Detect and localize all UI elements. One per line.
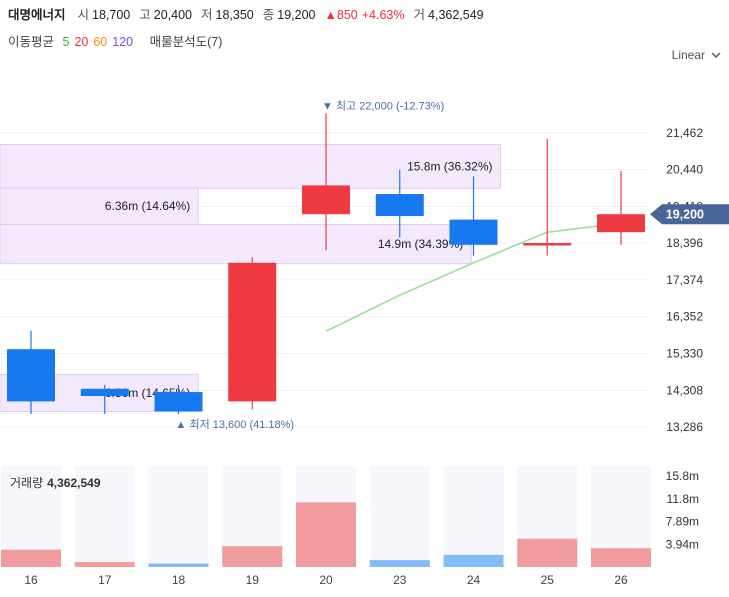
max-price-annotation: ▼ 최고 22,000 (-12.73%) xyxy=(322,99,444,112)
volume-panel-title: 거래량 xyxy=(10,476,44,490)
volume-label: 거 xyxy=(413,8,426,22)
x-axis-tick: 19 xyxy=(246,573,260,587)
price-axis-tick: 14,308 xyxy=(666,383,703,397)
volume-profile-band xyxy=(0,223,472,265)
volume-column-bg xyxy=(443,466,504,567)
price-axis-tick: 18,396 xyxy=(666,236,703,250)
candle-body xyxy=(7,349,55,402)
volume-axis-tick: 7.89m xyxy=(666,514,699,528)
ma5-line xyxy=(325,222,622,332)
x-axis-tick: 26 xyxy=(614,573,628,587)
candle-body xyxy=(80,388,129,396)
x-axis-tick: 17 xyxy=(98,573,112,587)
volume-bar xyxy=(148,563,209,567)
ma-period-120: 120 xyxy=(112,35,134,49)
candle-body xyxy=(597,214,645,233)
volume-profile-band xyxy=(0,187,199,225)
volume-bar xyxy=(591,548,651,567)
candle-body xyxy=(523,243,572,246)
price-axis-tick: 20,440 xyxy=(666,163,703,177)
ma-period-5: 5 xyxy=(62,35,70,49)
volume-axis-tick: 15.8m xyxy=(666,469,699,483)
volume-panel-value: 4,362,549 xyxy=(47,476,101,490)
price-axis-tick: 21,462 xyxy=(666,126,703,140)
x-axis-tick: 16 xyxy=(24,573,38,587)
volume-profile-band xyxy=(0,144,501,189)
moving-average-legend[interactable]: 이동평균 5 20 60 120 매물분석도(7) xyxy=(8,31,227,50)
chevron-down-icon xyxy=(711,52,721,58)
stock-name: 대명에너지 xyxy=(8,8,66,22)
volume-column-bg xyxy=(148,466,209,567)
current-price-label: 19,200 xyxy=(666,208,704,222)
low-value: 18,350 xyxy=(215,8,254,22)
volume-bar xyxy=(1,549,61,567)
candle-body xyxy=(302,185,350,215)
volume-axis-tick: 3.94m xyxy=(666,537,699,551)
volume-axis-tick: 11.8m xyxy=(667,492,699,506)
scale-selector[interactable]: Linear xyxy=(672,48,721,62)
volume-value: 4,362,549 xyxy=(428,8,484,22)
x-axis-tick: 18 xyxy=(172,573,186,587)
candle-body xyxy=(449,219,498,245)
volume-bar xyxy=(74,562,135,567)
volume-bar xyxy=(517,538,578,567)
ma-label: 이동평균 xyxy=(8,35,55,49)
price-axis-tick: 17,374 xyxy=(666,273,703,287)
high-label: 고 xyxy=(139,8,151,22)
price-axis-tick: 15,330 xyxy=(666,347,703,361)
ma-period-20: 20 xyxy=(74,35,89,49)
volume-bar xyxy=(296,502,356,567)
volume-profile-label: 6.36m (14.64%) xyxy=(105,199,190,213)
scale-value: Linear xyxy=(671,48,705,62)
volume-bar xyxy=(443,554,504,567)
change-percent: +4.63% xyxy=(361,8,405,22)
ma-period-60: 60 xyxy=(93,35,108,49)
current-price-tag xyxy=(650,204,729,225)
close-value: 19,200 xyxy=(277,8,316,22)
volume-panel-label: 거래량 4,362,549 xyxy=(10,474,101,491)
volume-column-bg xyxy=(74,466,135,567)
high-value: 20,400 xyxy=(153,8,193,22)
x-axis-tick: 23 xyxy=(393,573,407,587)
price-axis-tick: 13,286 xyxy=(666,420,703,434)
open-label: 시 xyxy=(77,8,90,22)
x-axis-tick: 20 xyxy=(319,573,333,587)
min-price-annotation: ▲ 최저 13,600 (41.18%) xyxy=(176,418,295,431)
x-axis-tick: 25 xyxy=(541,573,555,587)
volume-bar xyxy=(222,546,283,567)
low-label: 저 xyxy=(201,8,213,22)
change-value: ▲850 xyxy=(324,8,358,22)
volume-profile-label: 15.8m (36.32%) xyxy=(407,159,492,173)
volume-profile-label: 14.9m (34.39%) xyxy=(378,237,463,251)
candle-body xyxy=(228,262,277,402)
volume-column-bg xyxy=(369,466,430,567)
candle-body xyxy=(154,392,203,412)
price-header: 대명에너지 시 18,700 고 20,400 저 18,350 종 19,20… xyxy=(8,4,493,22)
close-label: 종 xyxy=(262,8,275,22)
volume-bar xyxy=(369,560,430,567)
volume-profile-label[interactable]: 매물분석도(7) xyxy=(149,35,223,49)
x-axis-tick: 24 xyxy=(467,573,481,587)
price-axis-tick: 16,352 xyxy=(666,310,703,324)
candle-body xyxy=(375,194,424,216)
open-value: 18,700 xyxy=(92,8,131,22)
